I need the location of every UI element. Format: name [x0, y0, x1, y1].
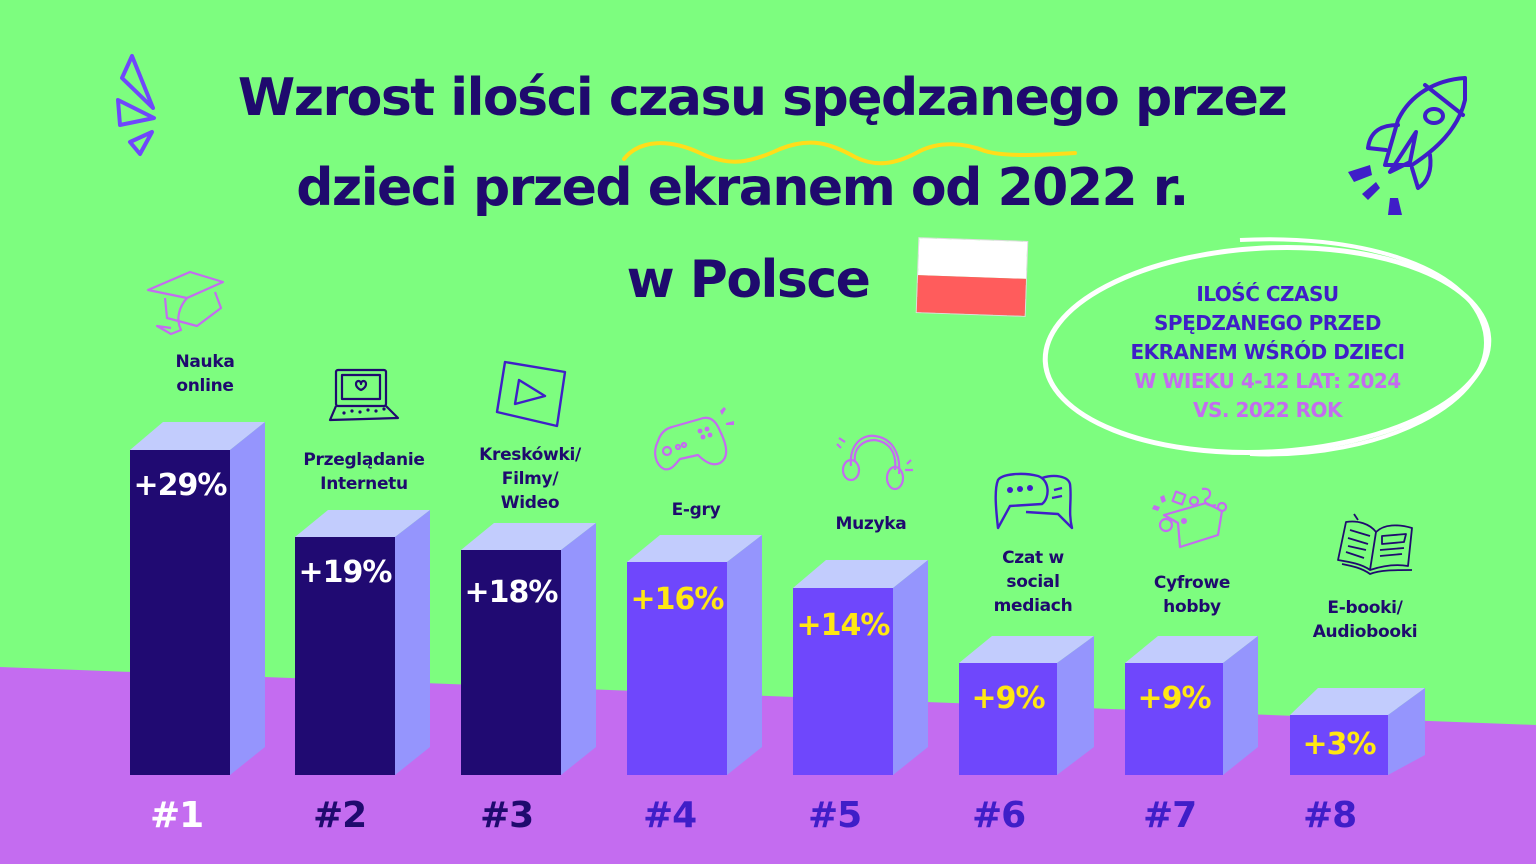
hand-drawn-oval-icon [1042, 237, 1492, 457]
bar-8-3d-faces [1290, 688, 1425, 775]
category-label-7-line-1: Cyfrowe [1153, 573, 1231, 593]
oval-note-line-2: SPĘDZANEGO PRZED [1154, 311, 1381, 335]
open-book-icon [1337, 513, 1413, 575]
rank-3: #3 [480, 795, 534, 836]
rank-4: #4 [643, 795, 697, 836]
bar-1-3d-faces [130, 422, 265, 775]
bar-4-3d-faces [627, 535, 762, 775]
oval-note-line-1: ILOŚĆ CZASU [1196, 282, 1339, 306]
oval-note-line-4: W WIEKU 4-12 LAT: 2024 [1134, 369, 1401, 393]
title-line-2: dzieci przed ekranem od 2022 r. [296, 158, 1189, 218]
bar-8-value: +3% [1302, 727, 1376, 762]
oval-note-text: ILOŚĆ CZASU SPĘDZANEGO PRZED EKRANEM WŚR… [1095, 280, 1440, 425]
category-label-4: E-gry [616, 498, 776, 522]
category-label-3-line-2: Filmy/ [501, 469, 559, 489]
category-label-2-line-1: Przeglądanie [303, 450, 425, 470]
bar-3-3d-faces [461, 523, 596, 775]
bar-2-value: +19% [298, 555, 393, 590]
category-label-3: Kreskówki/ Filmy/ Wideo [450, 443, 610, 515]
category-label-4-line-1: E-gry [671, 500, 721, 520]
rank-6: #6 [972, 795, 1026, 836]
category-label-1-line-2: online [176, 376, 234, 396]
oval-note-line-5: VS. 2022 ROK [1193, 398, 1342, 422]
hobby-box-icon [1152, 487, 1228, 549]
bar-6: +9% [959, 663, 1057, 775]
category-label-8: E-booki/ Audiobooki [1285, 596, 1445, 644]
title-line-1: Wzrost ilości czasu spędzanego przez [237, 68, 1288, 128]
category-label-3-line-1: Kreskówki/ [479, 445, 581, 465]
bar-1-value: +29% [133, 468, 228, 503]
category-label-6-line-1: Czat w [1002, 548, 1064, 568]
bar-2-3d-faces [295, 510, 430, 775]
laptop-icon [328, 368, 400, 422]
squiggle-underline-icon [622, 140, 1077, 166]
category-label-5: Muzyka [791, 512, 951, 536]
category-label-7-line-2: hobby [1163, 597, 1221, 617]
category-label-6-line-2: social [1006, 572, 1060, 592]
play-button-icon [495, 360, 567, 428]
headphones-icon [836, 434, 913, 491]
rank-2: #2 [313, 795, 367, 836]
triangles-decor-icon [116, 54, 156, 156]
category-label-7: Cyfrowe hobby [1112, 571, 1272, 619]
bar-3-value: +18% [464, 575, 559, 610]
bar-6-3d-faces [959, 636, 1094, 775]
bar-4-value: +16% [630, 582, 725, 617]
category-label-2: Przeglądanie Internetu [284, 448, 444, 496]
category-label-1-line-1: Nauka [175, 352, 235, 372]
bar-7-3d-faces [1125, 636, 1258, 775]
graduation-cap-icon [146, 270, 225, 336]
oval-note-line-3: EKRANEM WŚRÓD DZIECI [1130, 340, 1405, 364]
category-label-2-line-2: Internetu [320, 474, 408, 494]
bar-5-value: +14% [796, 608, 891, 643]
rank-5: #5 [808, 795, 862, 836]
category-label-5-line-1: Muzyka [835, 514, 907, 534]
bar-4: +16% [627, 562, 727, 775]
bar-7: +9% [1125, 663, 1223, 775]
category-label-8-line-1: E-booki/ [1327, 598, 1403, 618]
category-label-1: Nauka online [125, 350, 285, 398]
rank-1: #1 [150, 795, 204, 836]
chat-bubbles-icon [994, 472, 1074, 530]
bar-3: +18% [461, 550, 561, 775]
bar-7-value: +9% [1137, 681, 1211, 716]
category-label-3-line-3: Wideo [500, 493, 560, 513]
bar-2: +19% [295, 537, 395, 775]
rank-8: #8 [1303, 795, 1357, 836]
bar-5: +14% [793, 588, 893, 775]
title-line-3: w Polsce [626, 250, 871, 310]
category-label-6: Czat w social mediach [953, 546, 1113, 618]
bar-5-3d-faces [793, 560, 928, 775]
category-label-8-line-2: Audiobooki [1312, 622, 1418, 642]
bar-6-value: +9% [971, 681, 1045, 716]
rank-7: #7 [1143, 795, 1197, 836]
bar-8: +3% [1290, 715, 1388, 775]
category-label-6-line-3: mediach [993, 596, 1073, 616]
bar-1: +29% [130, 450, 230, 775]
rocket-icon [1348, 76, 1467, 215]
gamepad-icon [654, 407, 734, 471]
